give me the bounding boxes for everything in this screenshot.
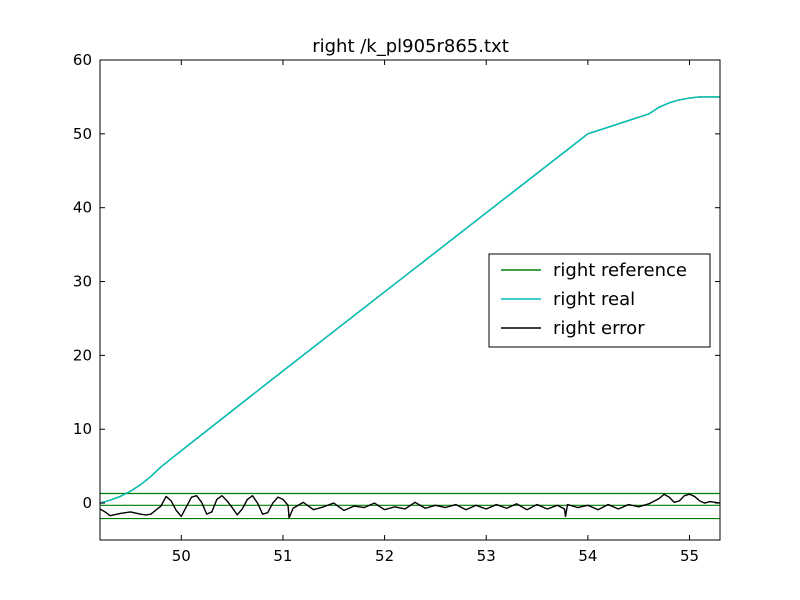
x-tick-label: 51 [273,547,292,565]
y-tick-label: 50 [73,125,92,143]
x-tick-label: 54 [578,547,597,565]
legend-label: right error [553,318,645,339]
x-tick-label: 52 [375,547,394,565]
series-line-right-real [100,96,720,504]
legend-label: right real [553,289,635,310]
x-tick-label: 55 [680,547,699,565]
y-tick-label: 30 [73,273,92,291]
chart-title: right /k_pl905r865.txt [312,36,509,57]
x-tick-label: 53 [477,547,496,565]
series-line-right-error [100,493,720,519]
legend-label: right reference [553,260,687,281]
legend: right reference right real right error [488,253,711,348]
axes-frame [99,59,721,541]
axes: 50 51 52 53 54 55 0 10 20 30 40 50 60 [73,51,721,565]
y-tick-label: 40 [73,199,92,217]
y-tick-label: 10 [73,420,92,438]
plot-lines [100,96,720,520]
y-tick-label: 0 [82,494,92,512]
y-tick-label: 60 [73,51,92,69]
x-tick-label: 50 [172,547,191,565]
plot-area [100,96,720,520]
y-tick-label: 20 [73,346,92,364]
